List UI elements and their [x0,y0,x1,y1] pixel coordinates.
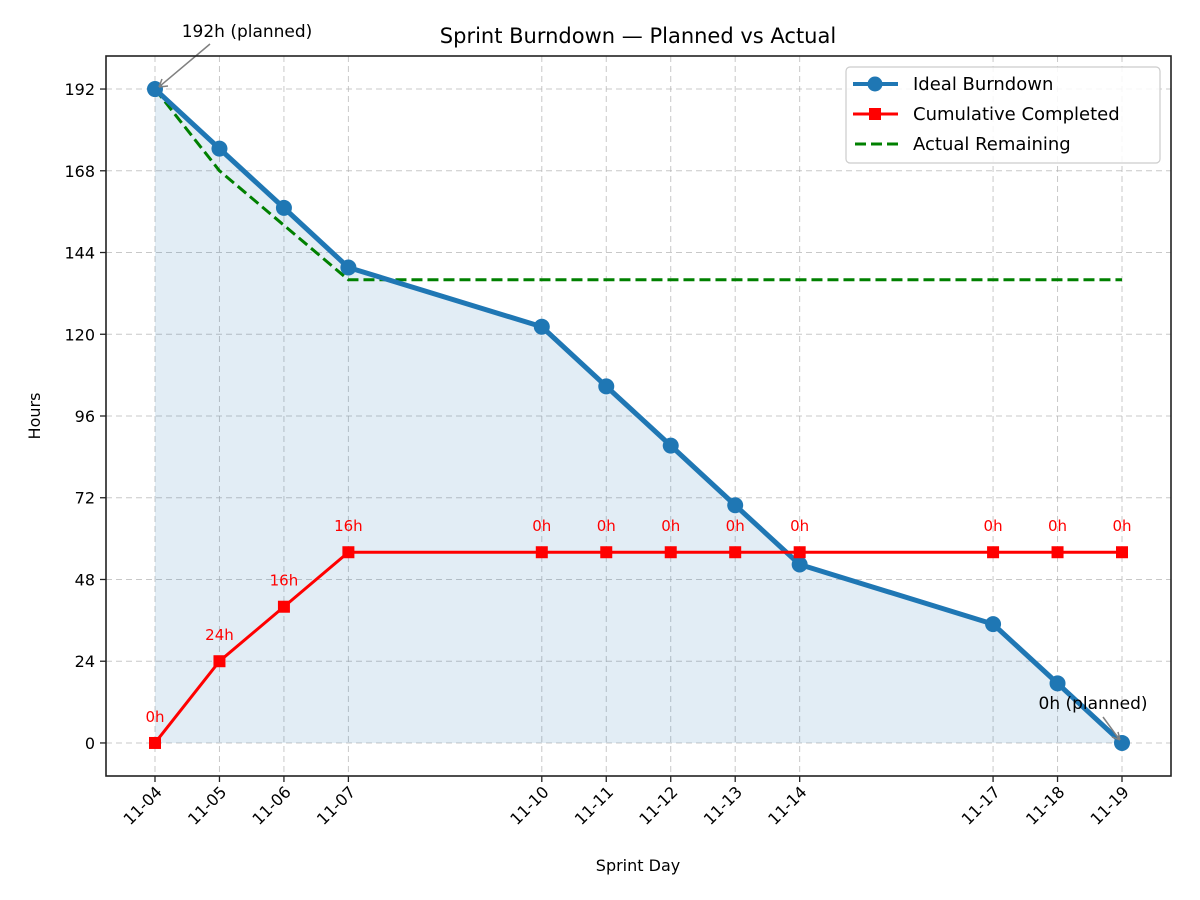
annotation-arrow [1102,716,1120,740]
actual-remaining-line [153,88,1123,282]
ideal-point-marker [662,437,679,454]
y-tick-label: 144 [64,244,95,263]
annotation-start: 192h (planned) [182,22,313,42]
cumulative-point-marker [277,600,290,613]
y-tick-label: 48 [75,570,95,589]
annotations: 192h (planned) 0h (planned) [158,22,1148,741]
ideal-point-marker [598,378,615,395]
arrow-head-icon [158,78,169,88]
legend-label: Ideal Burndown [913,74,1053,95]
ideal-point-marker [1049,675,1066,692]
annotation-end: 0h (planned) [1039,694,1148,714]
legend-label: Actual Remaining [913,134,1071,155]
arrow-head-icon [1111,731,1121,741]
point-label: 16h [334,517,363,535]
cumulative-point-marker [535,546,548,559]
circle-marker-icon [867,76,883,92]
ideal-point-marker [275,199,292,216]
ideal-point-marker [1114,734,1131,751]
point-label: 0h [661,517,680,535]
legend-item-ideal-burndown: Ideal Burndown [853,74,1053,95]
point-label: 16h [270,572,299,590]
y-tick-label: 24 [75,652,95,671]
point-label: 0h [532,517,551,535]
ideal-point-marker [340,259,357,276]
point-label: 0h [1112,517,1131,535]
legend-label: Cumulative Completed [913,104,1120,125]
legend-item-actual-remaining: Actual Remaining [855,134,1071,155]
y-axis-label: Hours [25,393,44,440]
square-marker-icon [869,108,881,120]
y-tick-label: 120 [64,325,95,344]
y-tick-label: 0 [85,734,95,753]
cumulative-point-marker [664,546,677,559]
ideal-point-marker [985,616,1002,633]
y-tick-label: 192 [64,80,95,99]
legend-box [845,66,1161,164]
cumulative-point-marker [987,546,1000,559]
cumulative-point-marker [1051,546,1064,559]
point-label: 0h [726,517,745,535]
series-layer [146,81,1131,751]
y-axis-ticks: 0 24 48 72 96 120 144 168 192 [64,80,106,753]
point-label: 0h [145,708,164,726]
ideal-point-marker [727,497,744,514]
point-label: 0h [597,517,616,535]
x-axis-label: Sprint Day [596,856,680,875]
ideal-point-marker [791,556,808,573]
chart-title: Sprint Burndown — Planned vs Actual [440,24,836,48]
ideal-point-marker [211,140,228,157]
ideal-point-marker [533,318,550,335]
legend: Ideal Burndown Cumulative Completed Actu… [845,66,1161,164]
cumulative-point-marker [793,546,806,559]
y-tick-label: 96 [75,407,95,426]
cumulative-point-marker [213,655,226,668]
cumulative-point-marker [342,546,355,559]
cumulative-point-marker [729,546,742,559]
legend-item-cumulative-completed: Cumulative Completed [853,104,1120,125]
annotation-arrow [159,43,211,87]
point-label: 0h [790,517,809,535]
cumulative-point-marker [600,546,613,559]
point-labels: 0h 24h 16h 16h 0h 0h 0h 0h 0h 0h 0h 0h [145,517,1131,726]
point-label: 0h [1048,517,1067,535]
point-label: 0h [984,517,1003,535]
cumulative-completed-line [153,550,1123,744]
cumulative-point-marker [1116,546,1129,559]
point-label: 24h [205,626,234,644]
ideal-burndown-line [153,87,1124,745]
cumulative-point-marker [148,736,161,749]
y-tick-label: 72 [75,489,95,508]
y-tick-label: 168 [64,162,95,181]
